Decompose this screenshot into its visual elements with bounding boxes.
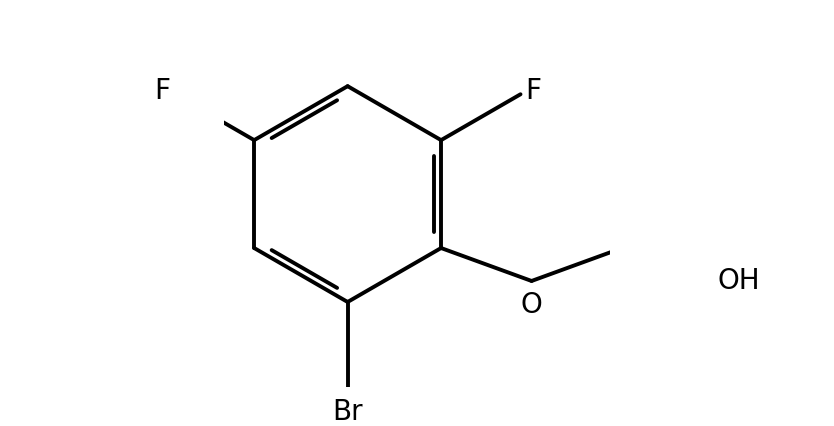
Text: OH: OH	[717, 267, 760, 295]
Text: F: F	[154, 77, 170, 105]
Text: O: O	[520, 291, 542, 319]
Text: F: F	[525, 77, 541, 105]
Text: Br: Br	[332, 398, 363, 426]
